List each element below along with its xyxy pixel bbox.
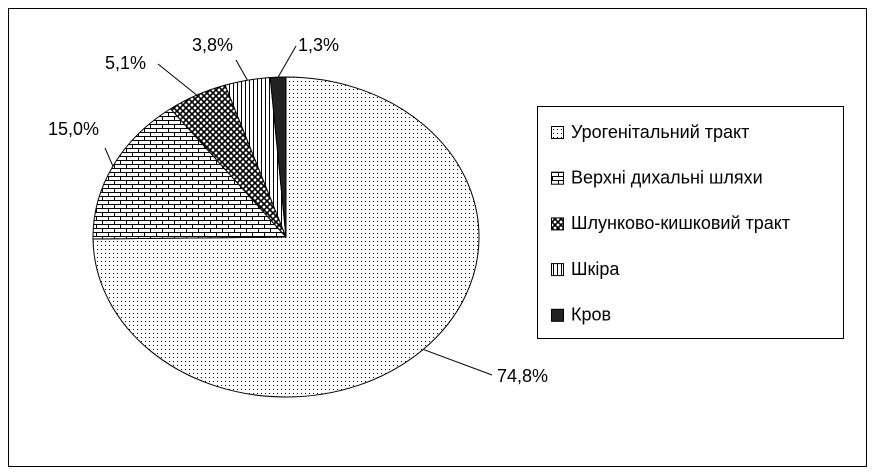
leader-line xyxy=(277,45,297,78)
legend-swatch xyxy=(551,126,564,139)
leader-line xyxy=(104,147,114,167)
legend-swatch xyxy=(551,171,564,185)
legend-swatch xyxy=(551,217,564,231)
legend-label: Шкіра xyxy=(571,259,620,279)
leader-line xyxy=(423,348,493,376)
leader-line xyxy=(235,59,248,81)
pie-slice xyxy=(269,76,287,238)
data-label: 1,3% xyxy=(298,35,339,55)
legend-label: Шлунково-кишковий тракт xyxy=(571,213,790,233)
legend-label: Верхні дихальні шляхи xyxy=(571,167,763,187)
legend-swatch xyxy=(551,263,564,277)
legend-swatch xyxy=(551,308,564,322)
legend-label: Урогенітальний тракт xyxy=(571,122,749,142)
legend-box xyxy=(537,106,844,339)
data-label: 5,1% xyxy=(105,53,146,73)
pie-slice xyxy=(92,76,480,398)
data-label: 3,8% xyxy=(192,35,233,55)
legend-label: Кров xyxy=(571,305,611,325)
data-label: 15,0% xyxy=(48,119,99,139)
leader-line xyxy=(157,63,198,96)
data-label: 74,8% xyxy=(497,366,548,386)
